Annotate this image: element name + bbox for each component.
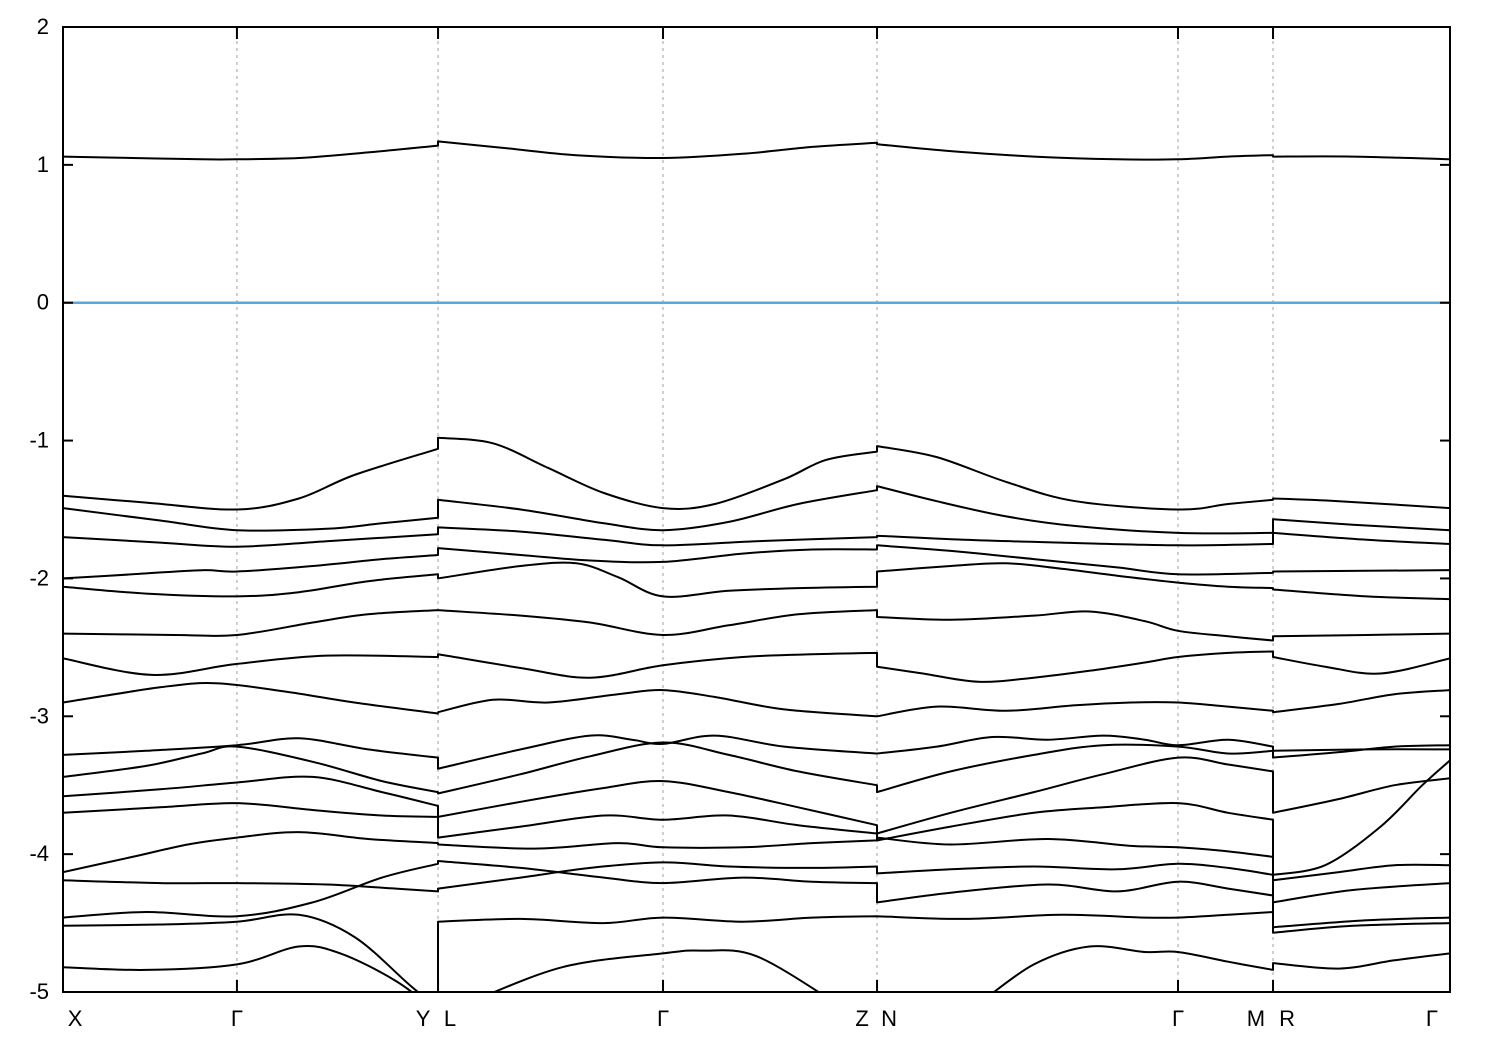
band-curve-valence-2 bbox=[63, 485, 1450, 535]
kpoint-label-M: M bbox=[1247, 1006, 1265, 1031]
y-tick-label: -4 bbox=[29, 841, 49, 866]
band-curve-valence-3 bbox=[63, 526, 1450, 548]
band-curve-valence-9 bbox=[63, 734, 1450, 770]
band-curve-valence-1 bbox=[63, 436, 1450, 511]
band-curve-valence-5 bbox=[63, 561, 1450, 601]
band-curve-valence-10 bbox=[63, 741, 1450, 795]
band-curve-valence-12 bbox=[63, 759, 1450, 876]
band-curve-valence-8 bbox=[63, 682, 1450, 718]
band-curve-conduction-1 bbox=[63, 140, 1450, 161]
band-curve-valence-15 bbox=[63, 860, 1450, 929]
kpoint-label-L: L bbox=[444, 1006, 456, 1031]
kpoint-label-R: R bbox=[1279, 1006, 1295, 1031]
band-curve-valence-6 bbox=[63, 609, 1450, 642]
kpoint-label-Γ: Γ bbox=[231, 1006, 243, 1031]
kpoint-label-N: N bbox=[881, 1006, 897, 1031]
band-curve-valence-11 bbox=[63, 756, 1450, 835]
kpoint-label-X: X bbox=[68, 1006, 83, 1031]
kpoint-label-Γ: Γ bbox=[1426, 1006, 1438, 1031]
kpoint-label-Y: Y bbox=[416, 1006, 431, 1031]
band-curve-valence-13 bbox=[63, 831, 1450, 882]
plot-border bbox=[62, 26, 1451, 993]
band-curve-valence-16 bbox=[63, 911, 1450, 992]
y-tick-label: -2 bbox=[29, 565, 49, 590]
y-tick-label: 2 bbox=[37, 14, 49, 39]
y-tick-label: 0 bbox=[37, 290, 49, 315]
band-curve-valence-17 bbox=[63, 945, 1450, 992]
y-tick-label: -5 bbox=[29, 979, 49, 1004]
band-curve-valence-4 bbox=[63, 544, 1450, 580]
y-tick-label: 1 bbox=[37, 152, 49, 177]
band-curve-valence-14 bbox=[63, 861, 1450, 904]
y-tick-label: -1 bbox=[29, 428, 49, 453]
kpoint-label-Z: Z bbox=[855, 1006, 868, 1031]
band-curve-valence-7 bbox=[63, 650, 1450, 683]
y-tick-label: -3 bbox=[29, 703, 49, 728]
kpoint-label-Γ: Γ bbox=[657, 1006, 669, 1031]
kpoint-label-Γ: Γ bbox=[1172, 1006, 1184, 1031]
